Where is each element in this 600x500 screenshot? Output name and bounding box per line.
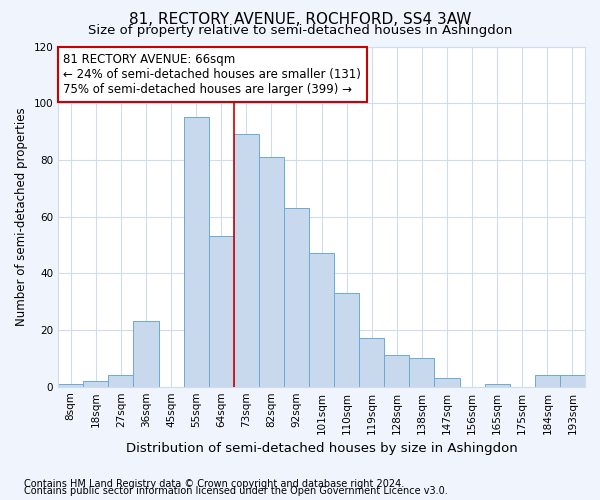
Text: Size of property relative to semi-detached houses in Ashingdon: Size of property relative to semi-detach… (88, 24, 512, 37)
Bar (485, 384, 510, 386)
Bar (309, 254, 334, 386)
Text: Contains public sector information licensed under the Open Government Licence v3: Contains public sector information licen… (24, 486, 448, 496)
Bar (109, 376, 133, 386)
Bar (58, 384, 83, 386)
Text: Contains HM Land Registry data © Crown copyright and database right 2024.: Contains HM Land Registry data © Crown c… (24, 479, 404, 489)
Y-axis label: Number of semi-detached properties: Number of semi-detached properties (15, 108, 28, 326)
Bar (83, 381, 109, 386)
X-axis label: Distribution of semi-detached houses by size in Ashingdon: Distribution of semi-detached houses by … (126, 442, 517, 455)
Bar (184, 118, 209, 386)
Text: 81, RECTORY AVENUE, ROCHFORD, SS4 3AW: 81, RECTORY AVENUE, ROCHFORD, SS4 3AW (129, 12, 471, 28)
Bar (209, 236, 234, 386)
Bar (409, 358, 434, 386)
Bar (434, 378, 460, 386)
Bar (385, 356, 409, 386)
Bar (234, 134, 259, 386)
Bar (535, 376, 560, 386)
Bar (284, 208, 309, 386)
Bar (359, 338, 385, 386)
Text: 81 RECTORY AVENUE: 66sqm
← 24% of semi-detached houses are smaller (131)
75% of : 81 RECTORY AVENUE: 66sqm ← 24% of semi-d… (64, 54, 361, 96)
Bar (560, 376, 585, 386)
Bar (133, 322, 158, 386)
Bar (334, 293, 359, 386)
Bar (259, 157, 284, 386)
